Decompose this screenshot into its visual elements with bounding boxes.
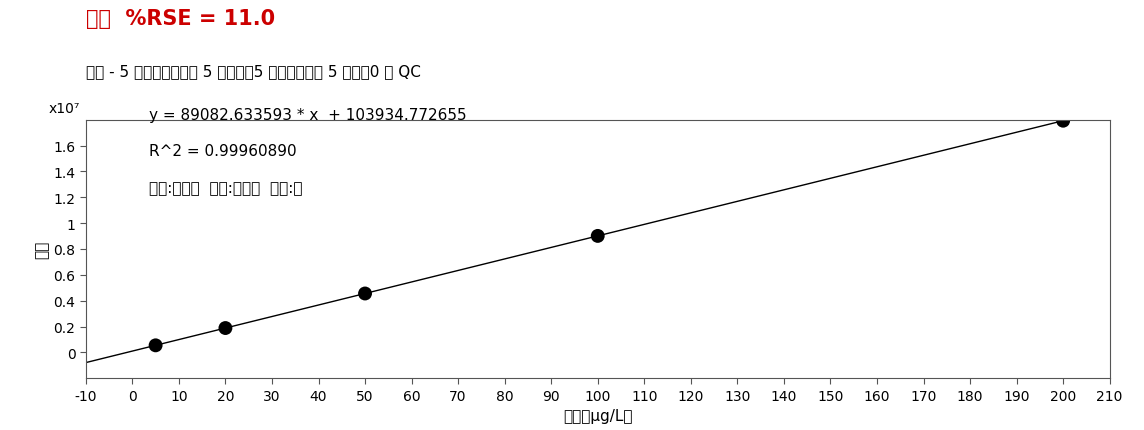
- Text: x10⁷: x10⁷: [48, 102, 80, 116]
- Text: 类型:线性，  原点:忽略，  权重:无: 类型:线性， 原点:忽略， 权重:无: [149, 181, 302, 196]
- Text: R^2 = 0.99960890: R^2 = 0.99960890: [149, 144, 296, 159]
- Text: 氯苯 - 5 个级别，使用了 5 个级别，5 个点，使用了 5 个点，0 个 QC: 氯苯 - 5 个级别，使用了 5 个级别，5 个点，使用了 5 个点，0 个 Q…: [86, 64, 421, 80]
- Y-axis label: 响应: 响应: [34, 240, 49, 258]
- Point: [356, 290, 374, 297]
- Point: [1054, 118, 1072, 125]
- Point: [146, 342, 165, 349]
- Point: [588, 233, 606, 240]
- Text: y = 89082.633593 * x  + 103934.772655: y = 89082.633593 * x + 103934.772655: [149, 108, 467, 123]
- Text: 氯苯  %RSE = 11.0: 氯苯 %RSE = 11.0: [86, 9, 275, 28]
- X-axis label: 浓度（μg/L）: 浓度（μg/L）: [563, 408, 633, 423]
- Point: [216, 325, 235, 332]
